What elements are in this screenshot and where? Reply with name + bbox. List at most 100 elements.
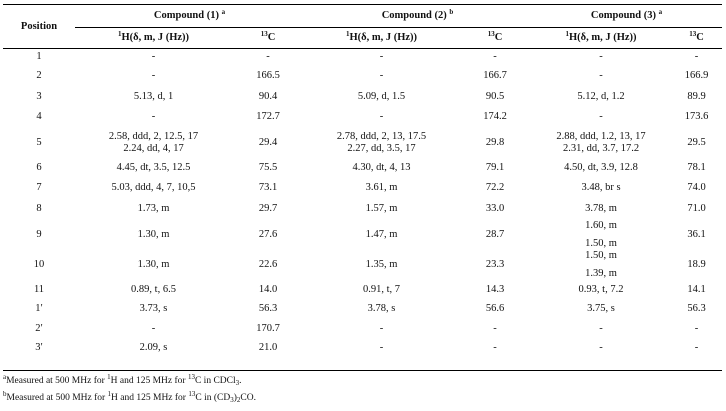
compound-2-h-cell: 3.61, m [365, 182, 398, 193]
compound-1-c-cell: 56.3 [258, 303, 278, 314]
compound-1-c-cell: - [266, 51, 270, 63]
compound-2-c-cell: 56.6 [485, 303, 505, 314]
compound-2-c-cell: 79.1 [485, 161, 505, 173]
compound-3-h-cell: - [599, 342, 603, 353]
compound-3-h-cell: 0.93, t, 7.2 [578, 283, 624, 295]
position-cell: 6 [36, 161, 42, 173]
compound-1-c-cell: 73.1 [258, 182, 278, 193]
table-row: 8 1.73, m 29.7 1.57, m 33.0 3.78, m 71.0 [3, 199, 722, 220]
compound-1-h-cell: 1.30, m [137, 258, 170, 270]
compound-2-c-cell: - [493, 342, 497, 353]
compound-2-h-cell: - [379, 51, 384, 63]
compound-3-h-cell: - [599, 322, 603, 334]
compound-2-c-cell: 72.2 [485, 182, 505, 193]
c-column-header-1: 13C [232, 27, 304, 49]
compound-2-h-cell: - [379, 111, 384, 122]
compound-1-c-cell: 22.6 [258, 258, 278, 270]
compound-3-c-cell: 56.3 [687, 303, 706, 314]
compound-3-c-cell: 78.1 [687, 161, 706, 173]
compound-1-h-cell: 5.03, ddd, 4, 7, 10,5 [111, 182, 196, 193]
h-column-header-2: 1H(δ, m, J (Hz)) [304, 27, 459, 49]
position-cell: 7 [36, 182, 42, 193]
h-column-header-1: 1H(δ, m, J (Hz)) [75, 27, 232, 49]
compound-2-h-cell: - [379, 342, 384, 353]
compound-3-c-cell: 166.9 [684, 70, 709, 81]
table-row: 2 - 166.5 - 166.7 - 166.9 [3, 66, 722, 87]
compound-2-h-cell: 3.78, s [367, 303, 396, 314]
compound-3-h-cell: 1.50, m 1.39, m [585, 249, 617, 279]
compound-3-h-cell: 3.78, m [585, 203, 617, 214]
compound-3-h-cell: 2.88, ddd, 1.2, 13, 17 2.31, dd, 3.7, 17.… [556, 130, 646, 154]
compound-1-h-cell: 2.09, s [139, 342, 168, 353]
position-cell: 2 [36, 70, 42, 81]
table-row: 11 0.89, t, 6.5 14.0 0.91, t, 7 14.3 0.93, t,… [3, 280, 722, 300]
compound-1-c-cell: 29.7 [258, 203, 278, 214]
compound-2-h-cell: 2.78, ddd, 2, 13, 17.5 2.27, dd, 3.5, 17 [336, 130, 427, 154]
h-column-header-3: 1H(δ, m, J (Hz)) [531, 27, 671, 49]
compound-3-c-cell: 74.0 [687, 182, 706, 193]
position-cell: 5 [36, 136, 42, 148]
compound-3-c-cell: 14.1 [687, 283, 706, 295]
compound-3-c-cell: 71.0 [687, 203, 706, 214]
compound-1-h-cell: - [151, 51, 156, 63]
compound-1-h-cell: 1.73, m [137, 203, 170, 214]
compound-2-c-cell: 174.2 [483, 111, 507, 122]
c-column-header-2: 13C [459, 27, 531, 49]
table-row: 6 4.45, dt, 3.5, 12.5 75.5 4.30, dt, 4, 13 7… [3, 158, 722, 178]
compound-2-c-cell: 33.0 [485, 203, 505, 214]
compound-1-h-cell: 4.45, dt, 3.5, 12.5 [116, 161, 191, 173]
table-row: 9 1.30, m 27.6 1.47, m 28.7 1.60, m 1.50, m 36.… [3, 220, 722, 250]
compound-2-h-cell: 1.57, m [365, 203, 398, 214]
compound-3-h-cell: 4.50, dt, 3.9, 12.8 [564, 161, 638, 173]
compound-1-h-cell: 3.73, s [139, 303, 168, 314]
compound-3-h-cell: 3.48, br s [581, 182, 621, 193]
compound-3-c-cell: - [694, 51, 699, 63]
compound-3-c-cell: - [694, 322, 699, 334]
compound-3-h-cell: 1.60, m 1.50, m [585, 219, 617, 249]
c-column-header-3: 13C [671, 27, 722, 49]
compound-1-header: Compound (1) a [75, 4, 304, 28]
table-bottom-rule [3, 370, 722, 371]
table-row: 2′ - 170.7 - - - - [3, 319, 722, 339]
compound-2-h-cell: 0.91, t, 7 [362, 283, 401, 295]
compound-3-c-cell: 173.6 [684, 111, 709, 122]
table-row: 3 5.13, d, 1 90.4 5.09, d, 1.5 90.5 5.12, d, … [3, 87, 722, 107]
compound-1-h-cell: 5.13, d, 1 [133, 90, 174, 102]
compound-3-c-cell: 36.1 [687, 228, 706, 240]
compound-2-h-cell: 5.09, d, 1.5 [357, 90, 406, 102]
compound-2-c-cell: 29.8 [485, 136, 505, 148]
compound-2-c-cell: - [493, 51, 497, 63]
table-row: 5 2.58, ddd, 2, 12.5, 17 2.24, dd, 4, 17 29… [3, 128, 722, 158]
compound-3-c-cell: - [694, 342, 699, 353]
compound-1-h-cell: - [151, 70, 156, 81]
table-row: 10 1.30, m 22.6 1.35, m 23.3 1.50, m 1.39, m 18… [3, 250, 722, 280]
table-row: 3′ 2.09, s 21.0 - - - - [3, 339, 722, 358]
compound-1-c-cell: 90.4 [258, 90, 278, 102]
nmr-data-table: Position Compound (1) a Compound (2) b C… [3, 4, 722, 358]
position-cell: 9 [36, 228, 42, 240]
position-header: Position [3, 4, 75, 49]
compound-1-c-cell: 166.5 [256, 70, 280, 81]
compound-3-h-cell: - [599, 70, 603, 81]
compound-3-h-cell: 3.75, s [587, 303, 615, 314]
compound-2-header: Compound (2) b [304, 4, 531, 28]
position-cell: 10 [33, 258, 45, 270]
compound-1-c-cell: 14.0 [258, 283, 278, 295]
position-cell: 11 [33, 283, 45, 295]
compound-2-c-cell: 90.5 [485, 90, 505, 102]
compound-3-c-cell: 89.9 [687, 90, 706, 102]
table-body: 1- - - - - -2-166.5-166.7-166.9 3 5.13, d, 1 90.… [3, 49, 722, 358]
compound-3-h-cell: - [599, 51, 603, 63]
compound-3-c-cell: 18.9 [687, 258, 706, 270]
table-row: 1′ 3.73, s 56.3 3.78, s 56.6 3.75, s 56.3 [3, 300, 722, 319]
position-cell: 1 [36, 51, 42, 63]
compound-1-c-cell: 170.7 [256, 322, 280, 334]
footnote-a: aMeasured at 500 MHz for 1H and 125 MHz … [3, 373, 242, 387]
compound-3-header: Compound (3) a [531, 4, 722, 28]
position-cell: 4 [36, 111, 42, 122]
compound-1-c-cell: 27.6 [258, 228, 278, 240]
position-cell: 3′ [35, 342, 43, 353]
compound-1-h-cell: - [151, 111, 156, 122]
footnote-b: bMeasured at 500 MHz for 1H and 125 MHz … [3, 390, 256, 404]
compound-3-h-cell: 5.12, d, 1.2 [577, 90, 625, 102]
